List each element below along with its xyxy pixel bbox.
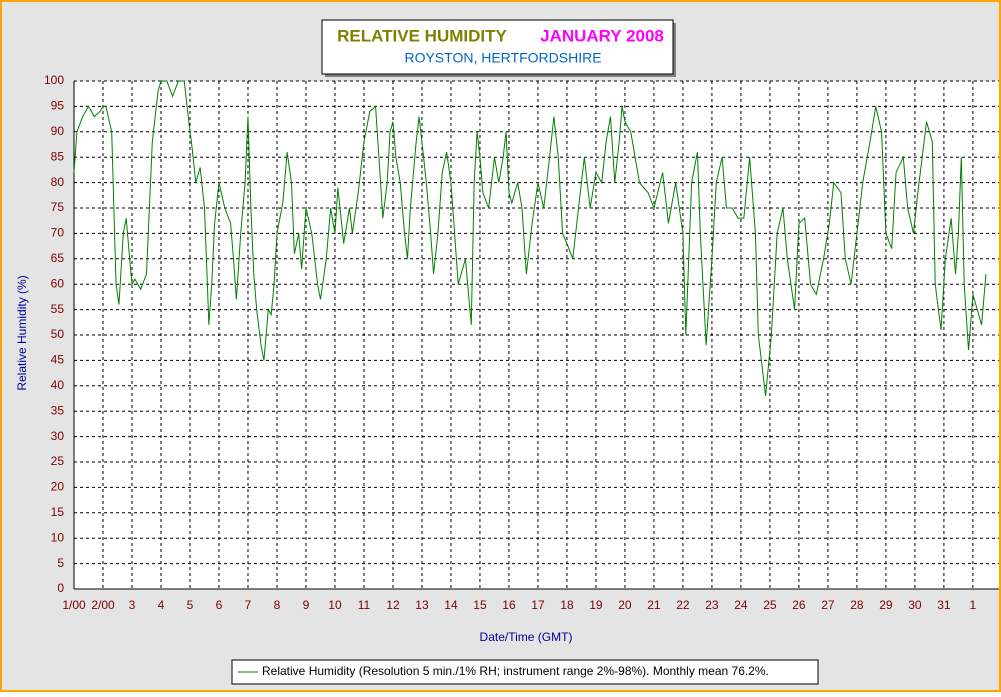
y-tick-label: 15 bbox=[51, 505, 65, 519]
y-tick-label: 40 bbox=[51, 378, 65, 392]
x-tick-label: 7 bbox=[245, 598, 252, 612]
x-axis-label: Date/Time (GMT) bbox=[480, 630, 573, 644]
chart-subtitle: ROYSTON, HERTFORDSHIRE bbox=[404, 50, 601, 66]
x-tick-label: 8 bbox=[274, 598, 281, 612]
x-tick-label: 6 bbox=[216, 598, 223, 612]
x-tick-label: 5 bbox=[187, 598, 194, 612]
x-tick-label: 24 bbox=[734, 598, 748, 612]
x-tick-label: 26 bbox=[792, 598, 806, 612]
y-tick-label: 90 bbox=[51, 124, 65, 138]
y-tick-label: 20 bbox=[51, 480, 65, 494]
y-axis-label: Relative Humidity (%) bbox=[15, 275, 29, 390]
y-tick-label: 85 bbox=[51, 149, 65, 163]
y-tick-label: 55 bbox=[51, 302, 65, 316]
x-tick-label: 13 bbox=[415, 598, 429, 612]
x-tick-label: 18 bbox=[560, 598, 574, 612]
x-tick-label: 9 bbox=[303, 598, 310, 612]
chart-title: RELATIVE HUMIDITY bbox=[337, 26, 507, 45]
legend-label: Relative Humidity (Resolution 5 min./1% … bbox=[262, 664, 769, 678]
x-tick-label: 1/00 bbox=[62, 598, 86, 612]
x-tick-label: 4 bbox=[158, 598, 165, 612]
x-tick-label: 19 bbox=[589, 598, 603, 612]
x-tick-label: 10 bbox=[328, 598, 342, 612]
x-tick-label: 30 bbox=[908, 598, 922, 612]
x-tick-label: 23 bbox=[705, 598, 719, 612]
y-tick-label: 60 bbox=[51, 276, 65, 290]
x-tick-label: 3 bbox=[129, 598, 136, 612]
x-tick-label: 25 bbox=[763, 598, 777, 612]
x-tick-label: 20 bbox=[618, 598, 632, 612]
x-tick-label: 27 bbox=[821, 598, 835, 612]
x-tick-label: 17 bbox=[531, 598, 545, 612]
y-tick-label: 80 bbox=[51, 175, 65, 189]
x-tick-label: 15 bbox=[473, 598, 487, 612]
y-tick-label: 65 bbox=[51, 251, 65, 265]
data-line bbox=[73, 80, 987, 397]
legend-box bbox=[231, 659, 819, 685]
x-tick-label: 22 bbox=[676, 598, 690, 612]
y-tick-label: 0 bbox=[57, 581, 64, 595]
y-tick-label: 95 bbox=[51, 99, 65, 113]
y-tick-label: 70 bbox=[51, 226, 65, 240]
y-tick-label: 25 bbox=[51, 454, 65, 468]
y-tick-label: 100 bbox=[44, 73, 64, 87]
y-tick-label: 30 bbox=[51, 429, 65, 443]
y-tick-label: 45 bbox=[51, 353, 65, 367]
title-box bbox=[321, 19, 674, 75]
x-tick-label: 12 bbox=[386, 598, 400, 612]
x-tick-label: 1 bbox=[970, 598, 977, 612]
x-tick-label: 28 bbox=[850, 598, 864, 612]
chart-title-period: JANUARY 2008 bbox=[540, 26, 664, 45]
x-tick-label: 14 bbox=[444, 598, 458, 612]
x-tick-label: 31 bbox=[937, 598, 951, 612]
y-tick-label: 35 bbox=[51, 403, 65, 417]
y-tick-label: 10 bbox=[51, 530, 65, 544]
y-tick-label: 5 bbox=[57, 556, 64, 570]
y-tick-label: 75 bbox=[51, 200, 65, 214]
x-tick-label: 16 bbox=[502, 598, 516, 612]
y-tick-label: 50 bbox=[51, 327, 65, 341]
x-tick-label: 21 bbox=[647, 598, 661, 612]
x-tick-label: 11 bbox=[358, 598, 371, 612]
x-tick-label: 29 bbox=[879, 598, 893, 612]
x-tick-label: 2/00 bbox=[91, 598, 115, 612]
